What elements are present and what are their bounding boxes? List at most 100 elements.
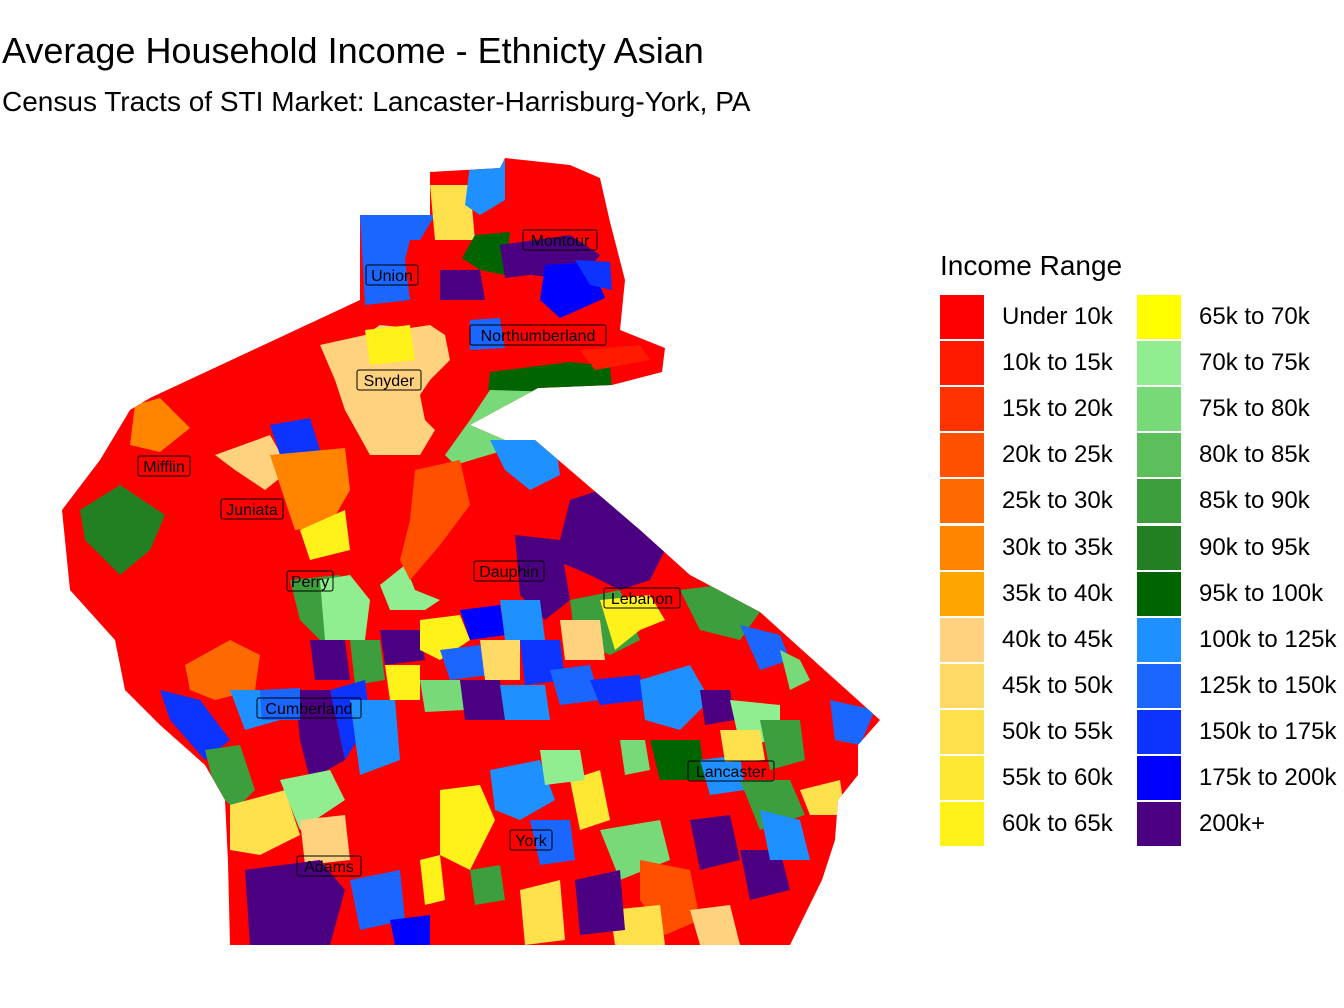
county-label-montour: Montour [522, 229, 598, 251]
county-label-york: York [509, 829, 553, 851]
legend-label: 50k to 55k [1002, 717, 1113, 745]
svg-text:Montour: Montour [531, 233, 590, 250]
county-label-mifflin: Mifflin [137, 455, 191, 477]
legend-label: 10k to 15k [1002, 349, 1113, 377]
legend-swatch [1137, 433, 1181, 478]
svg-text:Cumberland: Cumberland [265, 701, 352, 718]
legend-label: 85k to 90k [1199, 487, 1310, 515]
legend-swatch [1137, 479, 1181, 524]
legend-item: Under 10k [940, 294, 1113, 340]
legend-item: 20k to 25k [940, 432, 1113, 478]
county-labels: Montour Union Northumberland Snyder Miff… [137, 229, 775, 877]
legend-item: 50k to 55k [940, 709, 1113, 755]
legend-label: 75k to 80k [1199, 395, 1310, 423]
legend-swatch [940, 663, 984, 708]
legend-label: 40k to 45k [1002, 625, 1113, 653]
legend-label: 175k to 200k [1199, 764, 1337, 791]
svg-text:Union: Union [371, 268, 413, 285]
county-label-lebanon: Lebanon [603, 587, 681, 609]
legend-item: 30k to 35k [940, 525, 1113, 571]
legend-label: 90k to 95k [1199, 533, 1310, 561]
map-subtitle: Census Tracts of STI Market: Lancaster-H… [2, 86, 751, 117]
legend-swatch [1137, 571, 1181, 616]
legend-item: 85k to 90k [1137, 478, 1310, 524]
county-label-dauphin: Dauphin [473, 560, 545, 582]
legend-item: 200k+ [1137, 801, 1265, 847]
county-label-snyder: Snyder [356, 369, 422, 391]
legend-label: 200k+ [1199, 810, 1266, 838]
legend-item: 75k to 80k [1137, 386, 1310, 432]
legend-item: 35k to 40k [940, 571, 1113, 617]
svg-text:York: York [515, 833, 547, 850]
legend-item: 150k to 175k [1137, 709, 1336, 755]
svg-text:Lancaster: Lancaster [696, 764, 767, 781]
legend-item: 125k to 150k [1137, 663, 1336, 709]
svg-text:Mifflin: Mifflin [143, 459, 185, 476]
legend-label: 150k to 175k [1199, 717, 1337, 745]
legend-swatch [940, 341, 984, 386]
legend-swatch [940, 433, 984, 478]
legend-label: Under 10k [1002, 303, 1113, 330]
legend-label: 20k to 25k [1002, 441, 1113, 469]
svg-text:Juniata: Juniata [226, 502, 278, 519]
legend-item: 10k to 15k [940, 340, 1113, 386]
svg-text:Snyder: Snyder [364, 373, 415, 390]
legend-label: 65k to 70k [1199, 303, 1310, 330]
legend-label: 30k to 35k [1002, 533, 1113, 561]
legend-swatch [940, 525, 984, 570]
county-label-northumberland: Northumberland [469, 324, 607, 346]
legend-swatch [940, 571, 984, 616]
legend-item: 65k to 70k [1137, 294, 1310, 340]
legend-swatch [1137, 663, 1181, 708]
legend-item: 40k to 45k [940, 617, 1113, 663]
census-tracts [62, 158, 880, 945]
legend-item: 70k to 75k [1137, 340, 1310, 386]
choropleth-map: Montour Union Northumberland Snyder Miff… [62, 158, 880, 945]
svg-text:Perry: Perry [291, 574, 329, 591]
legend-label: 80k to 85k [1199, 441, 1310, 469]
map-title: Average Household Income - Ethnicty Asia… [2, 30, 704, 71]
legend-item: 175k to 200k [1137, 755, 1336, 801]
legend-swatch [940, 756, 984, 800]
legend-swatch [940, 295, 984, 339]
county-label-perry: Perry [286, 570, 334, 592]
legend-swatch [1137, 802, 1181, 847]
legend-item: 25k to 30k [940, 478, 1113, 524]
legend-swatch [940, 802, 984, 847]
svg-text:Dauphin: Dauphin [479, 564, 539, 581]
legend-item: 60k to 65k [940, 801, 1113, 847]
county-label-adams: Adams [296, 855, 362, 877]
legend-swatch [940, 709, 984, 754]
legend-swatch [1137, 756, 1181, 800]
legend-label: 125k to 150k [1199, 671, 1337, 699]
legend-item: 45k to 50k [940, 663, 1113, 709]
legend-item: 55k to 60k [940, 755, 1113, 801]
legend-swatch [940, 479, 984, 524]
legend-label: 25k to 30k [1002, 487, 1113, 515]
legend-item: 90k to 95k [1137, 525, 1310, 571]
legend-label: 55k to 60k [1002, 764, 1113, 791]
legend-swatch [1137, 387, 1181, 432]
legend-label: 100k to 125k [1199, 625, 1337, 653]
county-label-juniata: Juniata [220, 498, 284, 520]
legend-swatch [1137, 295, 1181, 339]
svg-text:Adams: Adams [304, 859, 354, 876]
legend-label: 15k to 20k [1002, 395, 1113, 423]
legend-swatch [1137, 525, 1181, 570]
legend-swatch [940, 617, 984, 662]
svg-text:Lebanon: Lebanon [611, 591, 673, 608]
legend-item: 100k to 125k [1137, 617, 1336, 663]
legend-label: 35k to 40k [1002, 579, 1113, 607]
legend-title: Income Range [940, 250, 1123, 281]
legend-items: Under 10k 10k to 15k 15k to 20k 20k to 25k 2… [940, 294, 1344, 854]
legend-label: 60k to 65k [1002, 810, 1113, 838]
legend: Income Range Under 10k 10k to 15k 15k to 2… [940, 250, 1344, 854]
legend-swatch [1137, 709, 1181, 754]
legend-item: 80k to 85k [1137, 432, 1310, 478]
legend-label: 70k to 75k [1199, 349, 1310, 377]
county-label-union: Union [365, 264, 419, 286]
legend-swatch [940, 387, 984, 432]
county-label-lancaster: Lancaster [687, 760, 775, 782]
legend-swatch [1137, 341, 1181, 386]
legend-label: 45k to 50k [1002, 671, 1113, 699]
